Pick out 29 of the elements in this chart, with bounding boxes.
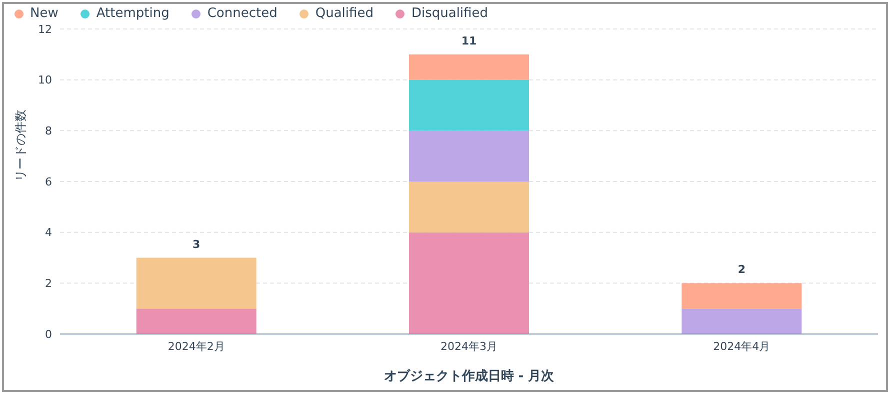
total-label: 11 [461,34,477,48]
x-tick-label: 2024年3月 [440,340,498,353]
bar [682,283,802,309]
bar [136,258,256,309]
x-axis-title: オブジェクト作成日時 - 月次 [384,368,556,384]
y-tick-label: 10 [38,74,52,87]
bar [682,308,802,334]
x-tick-label: 2024年4月 [713,340,770,353]
bar [409,54,530,80]
legend-label: Disqualified [410,6,488,21]
bar [136,308,256,334]
legend-label: New [29,6,58,21]
bar [409,232,530,334]
total-label: 2 [738,263,746,276]
bar [409,80,530,131]
legend-label: Qualified [314,6,374,21]
y-tick-label: 6 [45,175,52,188]
y-tick-label: 2 [45,277,52,290]
legend-label: Attempting [95,6,170,21]
legend-label: Connected [206,6,278,21]
total-label: 3 [192,238,200,251]
bar [409,130,530,182]
y-tick-label: 8 [45,124,52,138]
y-tick-label: 4 [45,226,52,240]
bar [409,182,530,232]
y-axis-title: リードの件数 [13,110,28,182]
y-tick-label: 0 [45,328,52,341]
y-tick-label: 12 [38,22,52,36]
x-tick-label: 2024年2月 [168,340,225,353]
